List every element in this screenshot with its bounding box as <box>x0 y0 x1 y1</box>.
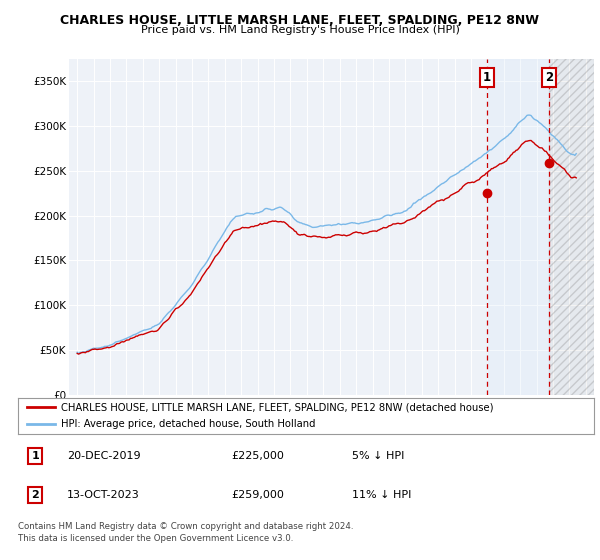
Text: 20-DEC-2019: 20-DEC-2019 <box>67 451 140 461</box>
Text: 11% ↓ HPI: 11% ↓ HPI <box>352 490 412 500</box>
Text: 5% ↓ HPI: 5% ↓ HPI <box>352 451 404 461</box>
Text: 1: 1 <box>31 451 39 461</box>
Point <box>52 421 59 427</box>
Text: £225,000: £225,000 <box>231 451 284 461</box>
Text: 2: 2 <box>31 490 39 500</box>
Text: 2: 2 <box>545 71 553 83</box>
Text: HPI: Average price, detached house, South Holland: HPI: Average price, detached house, Sout… <box>61 419 316 429</box>
Text: Price paid vs. HM Land Registry's House Price Index (HPI): Price paid vs. HM Land Registry's House … <box>140 25 460 35</box>
Text: Contains HM Land Registry data © Crown copyright and database right 2024.
This d: Contains HM Land Registry data © Crown c… <box>18 522 353 543</box>
Point <box>52 404 59 411</box>
Bar <box>487 59 550 395</box>
Bar <box>550 59 594 395</box>
Text: CHARLES HOUSE, LITTLE MARSH LANE, FLEET, SPALDING, PE12 8NW (detached house): CHARLES HOUSE, LITTLE MARSH LANE, FLEET,… <box>61 403 494 412</box>
Text: 1: 1 <box>483 71 491 83</box>
Bar <box>550 59 594 395</box>
Text: £259,000: £259,000 <box>231 490 284 500</box>
Text: 13-OCT-2023: 13-OCT-2023 <box>67 490 140 500</box>
Point <box>23 404 30 411</box>
Point <box>23 421 30 427</box>
Text: CHARLES HOUSE, LITTLE MARSH LANE, FLEET, SPALDING, PE12 8NW: CHARLES HOUSE, LITTLE MARSH LANE, FLEET,… <box>61 14 539 27</box>
